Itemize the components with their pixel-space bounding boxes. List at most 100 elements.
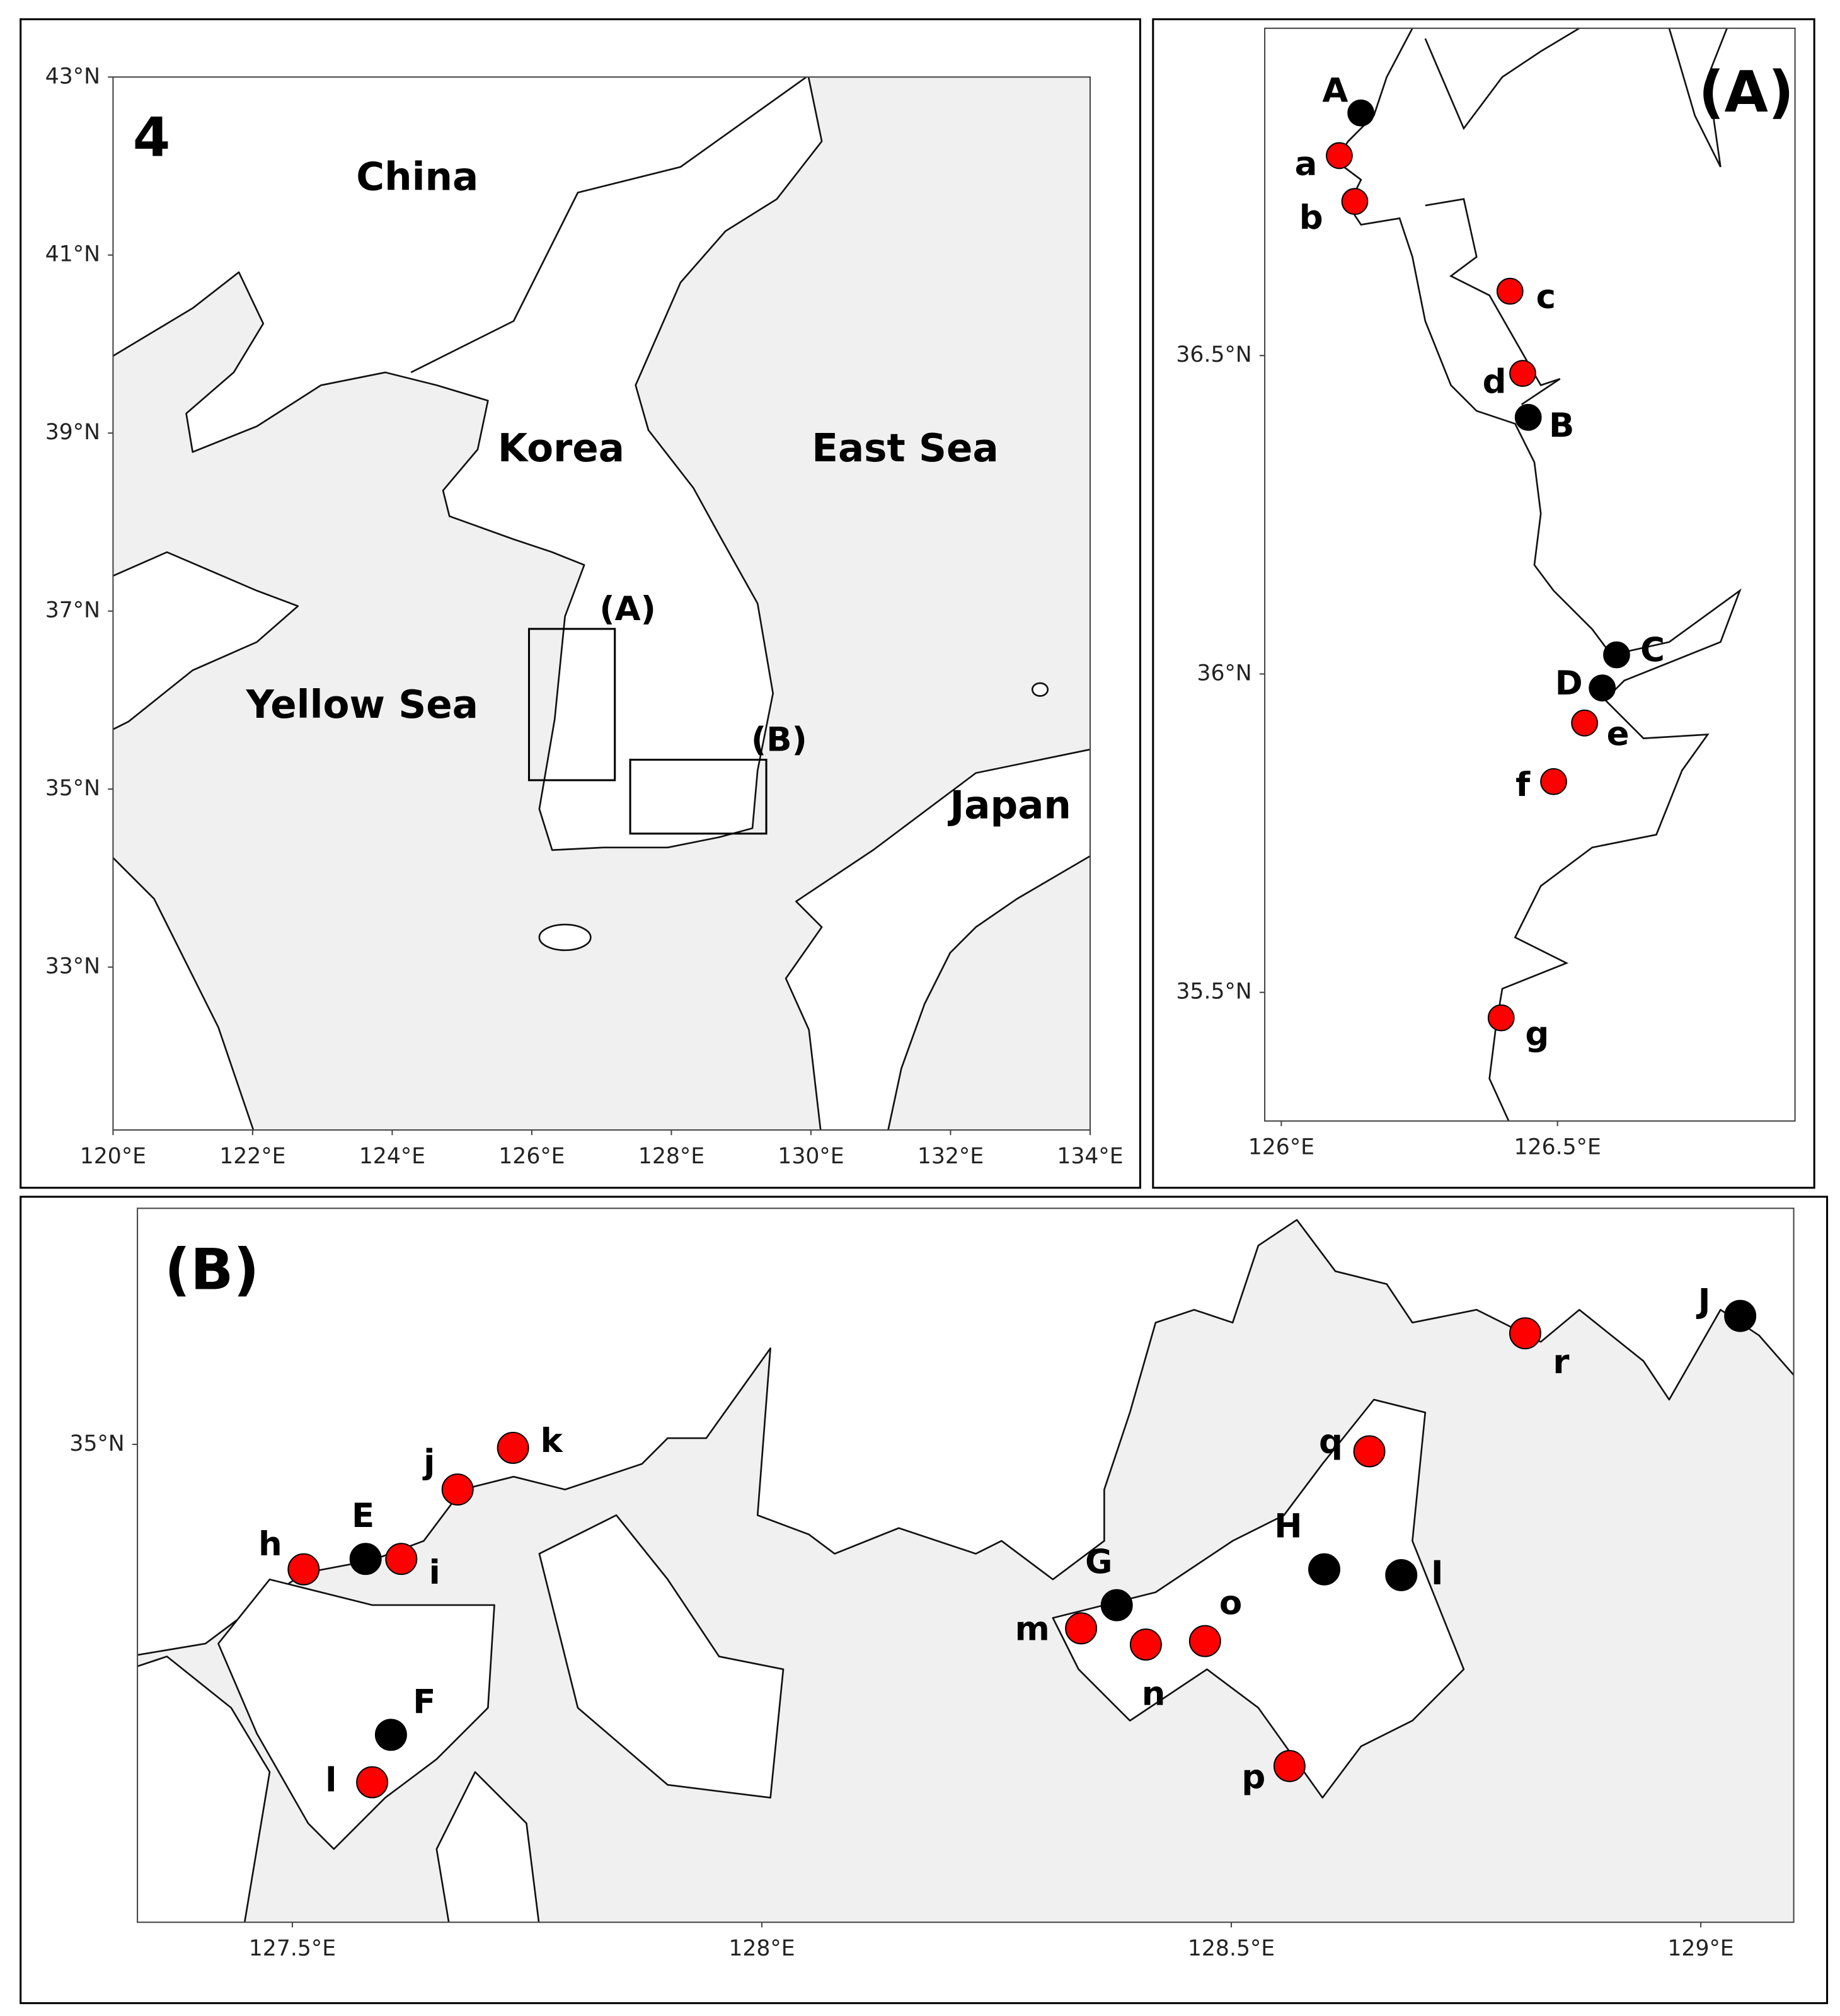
inset-label: (B): [751, 721, 807, 759]
station: [1603, 641, 1630, 669]
inset-box: [527, 628, 616, 781]
station: [1353, 1435, 1386, 1468]
station-label: o: [1219, 1584, 1242, 1623]
land: [1052, 1398, 1465, 1799]
station-label: n: [1142, 1675, 1166, 1714]
land: [435, 1771, 540, 1923]
station-label: p: [1241, 1758, 1265, 1796]
axes-frame: [1264, 27, 1796, 1122]
y-tick-label: 35°N: [69, 1431, 124, 1456]
y-tick-label: 36.5°N: [1176, 342, 1251, 367]
coastline: [1334, 28, 1742, 1121]
land: [113, 856, 255, 1131]
border: [410, 77, 807, 374]
y-tick-label: 41°N: [45, 242, 100, 267]
station: [1509, 360, 1536, 387]
y-tick-label: 37°N: [45, 598, 100, 623]
panel-a-map: [1334, 28, 1742, 1121]
station-label: h: [258, 1525, 282, 1564]
station: [441, 1473, 474, 1506]
y-tick-label: 39°N: [45, 420, 100, 445]
y-tick-label: 35.5°N: [1176, 979, 1251, 1005]
figure-label: 4: [133, 107, 171, 170]
station: [1100, 1589, 1133, 1621]
station: [1308, 1553, 1341, 1586]
station: [1496, 277, 1524, 305]
x-tick-label: 126°E: [498, 1144, 565, 1169]
station: [1509, 1317, 1541, 1350]
panel-frame: [20, 18, 1141, 1189]
station-label: m: [1015, 1610, 1050, 1649]
y-tick-label: 35°N: [45, 776, 100, 801]
panel-frame: [1152, 18, 1815, 1189]
station-label: c: [1536, 278, 1556, 316]
x-tick-label: 128.5°E: [1188, 1936, 1275, 1961]
axes-frame: [112, 76, 1091, 1131]
axes-frame: [137, 1207, 1795, 1923]
station: [1188, 1625, 1221, 1657]
station: [287, 1553, 320, 1586]
island: [538, 923, 592, 952]
x-tick-label: 128°E: [728, 1936, 795, 1961]
x-tick-label: 127.5°E: [249, 1936, 336, 1961]
station-label: d: [1483, 362, 1507, 401]
panel-frame: [20, 1195, 1829, 2005]
station: [1589, 674, 1616, 702]
station: [385, 1543, 418, 1575]
x-tick-label: 132°E: [917, 1144, 984, 1169]
x-tick-label: 126°E: [1248, 1135, 1314, 1160]
station: [1326, 142, 1353, 170]
station-label: D: [1555, 664, 1583, 703]
panel-title: (B): [164, 1238, 259, 1303]
station: [1341, 188, 1369, 216]
land: [113, 77, 823, 851]
land: [137, 1656, 271, 1923]
station-label: l: [325, 1761, 336, 1800]
station: [1129, 1628, 1162, 1661]
station-label: q: [1319, 1422, 1343, 1461]
station-label: f: [1515, 766, 1531, 804]
x-tick-label: 122°E: [219, 1144, 285, 1169]
station: [1724, 1299, 1757, 1332]
y-tick-label: 43°N: [45, 64, 100, 89]
land: [538, 1514, 785, 1799]
station-label: G: [1085, 1543, 1112, 1582]
station: [1385, 1558, 1418, 1591]
station: [349, 1543, 382, 1575]
inset-box: [629, 759, 768, 835]
station: [1540, 768, 1567, 795]
y-tick-label: 33°N: [45, 954, 100, 979]
station-label: i: [429, 1553, 440, 1592]
station: [356, 1766, 389, 1799]
coastline: [1424, 28, 1580, 130]
land: [113, 551, 299, 730]
station-label: a: [1295, 145, 1318, 183]
land: [217, 1578, 495, 1850]
station: [1514, 403, 1542, 431]
overview-map: [113, 77, 1090, 1131]
station-label: J: [1696, 1282, 1711, 1320]
x-tick-label: 124°E: [359, 1144, 425, 1169]
station-label: g: [1525, 1015, 1549, 1053]
station-label: b: [1299, 199, 1323, 237]
station: [1571, 709, 1599, 737]
station-label: B: [1549, 406, 1574, 445]
region-label: Korea: [498, 426, 624, 471]
station-label: e: [1607, 715, 1630, 753]
station: [1487, 1004, 1515, 1032]
x-tick-label: 130°E: [778, 1144, 844, 1169]
x-tick-label: 128°E: [638, 1144, 704, 1169]
inset-label: (A): [599, 590, 655, 628]
station-label: k: [541, 1422, 564, 1460]
station: [497, 1431, 529, 1464]
station: [374, 1719, 407, 1751]
station-label: A: [1322, 71, 1348, 110]
coastline: [1425, 198, 1561, 405]
region-label: China: [356, 154, 478, 199]
station-label: H: [1274, 1507, 1302, 1546]
station: [1273, 1749, 1306, 1782]
x-tick-label: 129°E: [1667, 1936, 1734, 1961]
island: [1031, 682, 1049, 697]
